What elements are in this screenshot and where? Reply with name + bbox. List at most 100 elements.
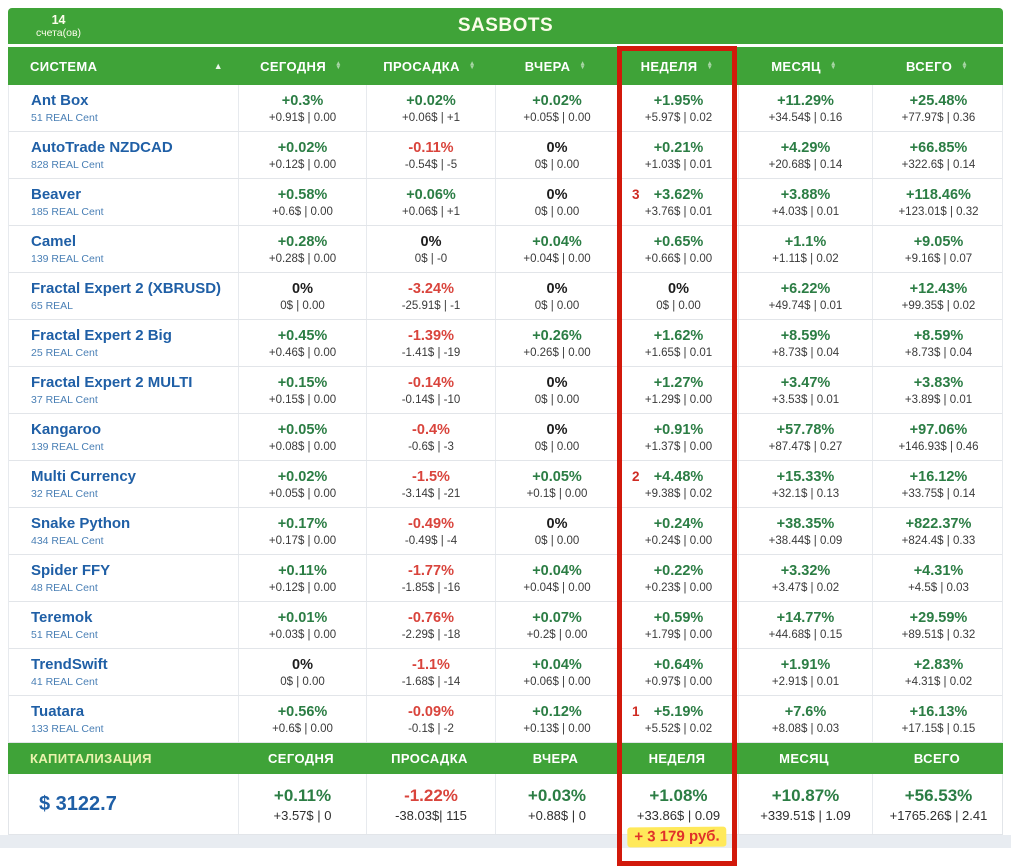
- system-cell: Multi Currency 32 REAL Cent: [9, 461, 238, 507]
- dollar-value: +0.04$ | 0.00: [523, 252, 591, 265]
- value-cell: -0.76% -2.29$ | -18: [366, 602, 495, 648]
- column-header-6[interactable]: ВСЕГО ▲ ▼: [871, 47, 1003, 85]
- system-cell: TrendSwift 41 REAL Cent: [9, 649, 238, 695]
- dollar-value: +0.46$ | 0.00: [268, 346, 337, 359]
- percent-value: -1.5%: [412, 469, 450, 486]
- column-header-3[interactable]: ВЧЕРА ▲ ▼: [494, 47, 617, 85]
- value-cell: +0.91% +1.37$ | 0.00: [618, 414, 738, 460]
- value-cell: 0% 0$ | 0.00: [495, 414, 618, 460]
- system-name-link[interactable]: Fractal Expert 2 (XBRUSD): [31, 280, 222, 298]
- value-cell: +8.59% +8.73$ | 0.04: [872, 320, 1004, 366]
- value-cell: +29.59% +89.51$ | 0.32: [872, 602, 1004, 648]
- percent-value: 0%: [546, 187, 568, 204]
- percent-value: +0.17%: [277, 516, 328, 533]
- sort-icon[interactable]: ▲ ▼: [961, 59, 969, 71]
- system-name-link[interactable]: Snake Python: [31, 515, 131, 533]
- value-cell: -0.14% -0.14$ | -10: [366, 367, 495, 413]
- dollar-value: +5.52$ | 0.02: [644, 722, 713, 735]
- dollar-value: -0.6$ | -3: [408, 440, 454, 453]
- percent-value: 0%: [420, 234, 442, 251]
- sort-icon[interactable]: ▲ ▼: [468, 59, 476, 71]
- system-name-link[interactable]: Spider FFY: [31, 562, 111, 580]
- sort-icon[interactable]: ▲ ▼: [706, 59, 714, 71]
- dollar-value: 0$ | 0.00: [280, 675, 325, 688]
- table-row: Beaver 185 REAL Cent +0.58% +0.6$ | 0.00 +0.…: [9, 179, 1002, 226]
- percent-value: -0.49%: [408, 516, 454, 533]
- system-name-link[interactable]: Beaver: [31, 186, 82, 204]
- percent-value: +0.12%: [532, 704, 582, 721]
- value-cell: +0.03% +0.88$ | 0: [495, 774, 618, 834]
- dollar-value: +2.91$ | 0.01: [771, 675, 840, 688]
- value-cell: +0.22% +0.23$ | 0.00: [618, 555, 738, 601]
- percent-value: +0.26%: [532, 328, 582, 345]
- column-header-4[interactable]: НЕДЕЛЯ ▲ ▼: [617, 47, 737, 85]
- column-label: СИСТЕМА: [30, 58, 98, 74]
- percent-value: +4.48%: [653, 469, 704, 486]
- week-rank-badge: 1: [632, 704, 640, 719]
- dollar-value: 0$ | -0: [414, 252, 448, 265]
- dollar-value: -1.85$ | -16: [401, 581, 461, 594]
- percent-value: 0%: [546, 375, 568, 392]
- percent-value: +8.59%: [780, 328, 831, 345]
- system-name-link[interactable]: Fractal Expert 2 Big: [31, 327, 172, 345]
- dollar-value: +0.66$ | 0.00: [644, 252, 713, 265]
- percent-value: +3.47%: [780, 375, 831, 392]
- percent-value: 0%: [292, 281, 313, 298]
- dollar-value: +123.01$ | 0.32: [898, 205, 979, 218]
- accounts-counter: 14 счета(ов): [36, 12, 81, 39]
- dollar-value: +17.15$ | 0.15: [901, 722, 976, 735]
- percent-value: +2.83%: [913, 657, 964, 674]
- summary-column-header-2: ПРОСАДКА: [391, 751, 468, 766]
- value-cell: +97.06% +146.93$ | 0.46: [872, 414, 1004, 460]
- system-name-link[interactable]: TrendSwift: [31, 656, 108, 674]
- system-name-link[interactable]: AutoTrade NZDCAD: [31, 139, 173, 157]
- column-header-1[interactable]: СЕГОДНЯ ▲ ▼: [237, 47, 365, 85]
- percent-value: +0.01%: [277, 610, 328, 627]
- value-cell: +16.12% +33.75$ | 0.14: [872, 461, 1004, 507]
- system-name-link[interactable]: Ant Box: [31, 92, 89, 110]
- system-account: 41 REAL Cent: [31, 675, 98, 688]
- system-name-link[interactable]: Teremok: [31, 609, 93, 627]
- system-name-link[interactable]: Kangaroo: [31, 421, 102, 439]
- system-name-link[interactable]: Fractal Expert 2 MULTI: [31, 374, 193, 392]
- column-header-2[interactable]: ПРОСАДКА ▲ ▼: [365, 47, 494, 85]
- value-cell: +38.35% +38.44$ | 0.09: [738, 508, 872, 554]
- value-cell: +0.65% +0.66$ | 0.00: [618, 226, 738, 272]
- dollar-value: +0.1$ | 0.00: [526, 487, 588, 500]
- percent-value: 0%: [546, 140, 568, 157]
- dollar-value: +0.15$ | 0.00: [268, 393, 337, 406]
- value-cell: -0.09% -0.1$ | -2: [366, 696, 495, 742]
- system-cell: Fractal Expert 2 MULTI 37 REAL Cent: [9, 367, 238, 413]
- percent-value: +0.59%: [653, 610, 704, 627]
- value-cell: +66.85% +322.6$ | 0.14: [872, 132, 1004, 178]
- value-cell: +0.28% +0.28$ | 0.00: [238, 226, 366, 272]
- sort-icon[interactable]: ▲ ▼: [579, 59, 587, 71]
- system-account: 48 REAL Cent: [31, 581, 98, 594]
- value-cell: +0.45% +0.46$ | 0.00: [238, 320, 366, 366]
- column-header-5[interactable]: МЕСЯЦ ▲ ▼: [737, 47, 871, 85]
- percent-value: -1.1%: [412, 657, 450, 674]
- value-cell: +0.05% +0.08$ | 0.00: [238, 414, 366, 460]
- column-label: ВСЕГО: [905, 58, 953, 74]
- percent-value: +0.3%: [281, 93, 324, 110]
- percent-value: 0%: [546, 281, 568, 298]
- percent-value: +25.48%: [909, 93, 968, 110]
- sort-asc-icon[interactable]: ▲: [213, 61, 223, 71]
- dollar-value: +0.06$ | +1: [402, 111, 460, 124]
- system-account: 32 REAL Cent: [31, 487, 98, 500]
- table-row: Multi Currency 32 REAL Cent +0.02% +0.05$ |…: [9, 461, 1002, 508]
- dollar-value: +0.12$ | 0.00: [268, 158, 337, 171]
- system-name-link[interactable]: Tuatara: [31, 703, 85, 721]
- table-row: Spider FFY 48 REAL Cent +0.11% +0.12$ | 0.0…: [9, 555, 1002, 602]
- system-cell: Camel 139 REAL Cent: [9, 226, 238, 272]
- percent-value: +16.13%: [909, 704, 968, 721]
- sort-icon[interactable]: ▲ ▼: [335, 59, 342, 71]
- system-name-link[interactable]: Multi Currency: [31, 468, 137, 486]
- value-cell: 0% 0$ | 0.00: [495, 273, 618, 319]
- sort-icon[interactable]: ▲ ▼: [829, 59, 837, 71]
- page-title: SASBOTS: [457, 15, 554, 36]
- dollar-value: +8.08$ | 0.03: [771, 722, 840, 735]
- system-name-link[interactable]: Camel: [31, 233, 77, 251]
- dashboard-page: 14 счета(ов) SASBOTS СИСТЕМА ▲ СЕГОДНЯ ▲ ▼ ПР…: [0, 8, 1011, 866]
- column-header-system[interactable]: СИСТЕМА ▲: [8, 47, 237, 85]
